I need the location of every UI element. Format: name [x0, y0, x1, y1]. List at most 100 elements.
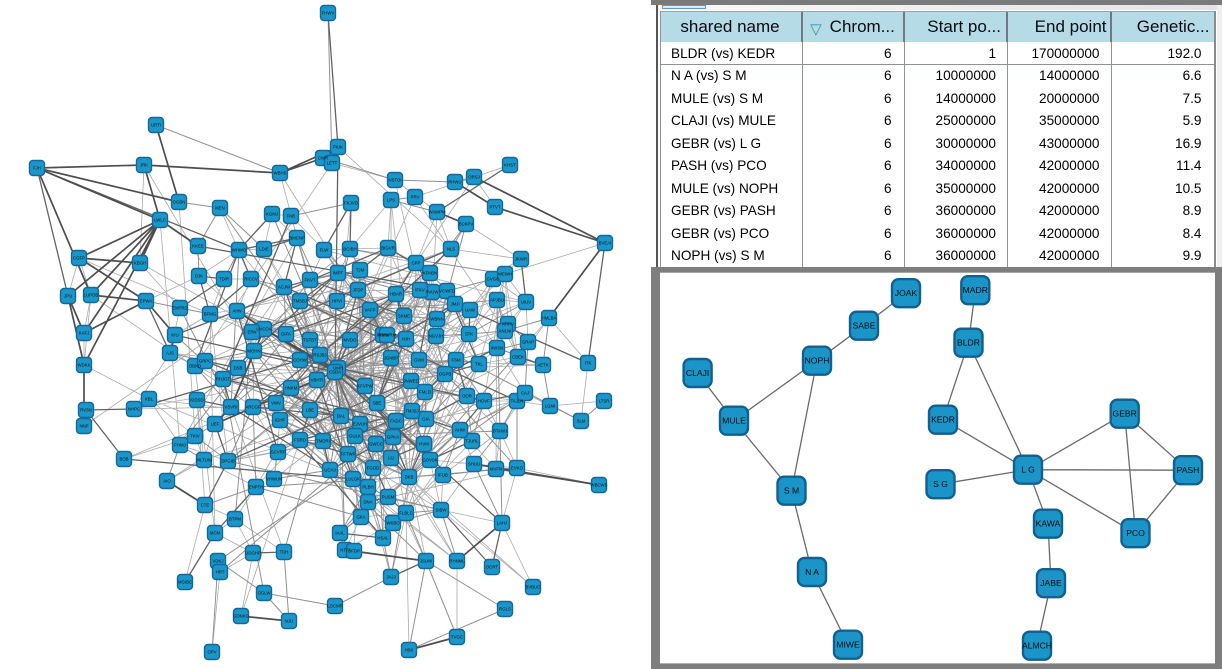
svg-text:JSUW: JSUW: [420, 559, 433, 564]
svg-text:KPABN: KPABN: [423, 271, 437, 276]
svg-text:EJVUH: EJVUH: [353, 422, 367, 427]
svg-text:EVKO: EVKO: [511, 466, 524, 471]
svg-text:IGHF: IGHF: [275, 418, 286, 423]
svg-text:WBHS: WBHS: [274, 171, 287, 176]
svg-text:MCM: MCM: [210, 531, 221, 536]
svg-text:UIUV: UIUV: [521, 300, 531, 305]
svg-text:KEDR: KEDR: [931, 414, 955, 424]
svg-text:HMLBA: HMLBA: [542, 316, 557, 321]
svg-text:DPGIB: DPGIB: [221, 459, 235, 464]
svg-text:MADR: MADR: [963, 285, 988, 295]
svg-text:ORSJ: ORSJ: [468, 175, 479, 180]
svg-text:WLTUW: WLTUW: [196, 458, 213, 463]
svg-text:LTSR: LTSR: [599, 399, 610, 404]
svg-text:HRT: HRT: [216, 570, 225, 575]
svg-text:BOB: BOB: [119, 457, 128, 462]
svg-text:OGLW: OGLW: [258, 591, 272, 596]
svg-text:JRK: JRK: [140, 163, 148, 168]
svg-text:ACJW: ACJW: [278, 285, 291, 290]
svg-text:GWCC: GWCC: [369, 442, 383, 447]
svg-text:GVGO: GVGO: [487, 277, 501, 282]
svg-text:FGOD: FGOD: [367, 466, 379, 471]
svg-text:SHUU: SHUU: [468, 462, 480, 467]
svg-text:PCO: PCO: [1126, 528, 1145, 538]
svg-text:NLS: NLS: [447, 247, 455, 252]
svg-text:SKME: SKME: [398, 314, 410, 319]
svg-text:VDKJ: VDKJ: [213, 559, 224, 564]
svg-text:FSM: FSM: [451, 358, 460, 363]
svg-text:JOAK: JOAK: [895, 288, 918, 298]
svg-text:S G: S G: [933, 479, 948, 489]
svg-text:ARCGF: ARCGF: [245, 405, 260, 410]
svg-text:PTVT: PTVT: [490, 205, 501, 210]
svg-text:FHWV: FHWV: [322, 11, 335, 16]
svg-text:WKBO: WKBO: [386, 521, 400, 526]
svg-text:BVEAI: BVEAI: [599, 241, 612, 246]
svg-text:IFKV: IFKV: [415, 288, 425, 293]
svg-text:TJURL: TJURL: [465, 439, 479, 444]
svg-text:IJJ: IJJ: [388, 456, 394, 461]
svg-text:GRPC: GRPC: [199, 359, 211, 364]
svg-text:LWLC: LWLC: [154, 218, 166, 223]
svg-text:GVM: GVM: [414, 358, 424, 363]
svg-text:PAB: PAB: [287, 214, 295, 219]
svg-text:NJU: NJU: [285, 619, 293, 624]
svg-text:AHW: AHW: [455, 428, 466, 433]
svg-text:LULGK: LULGK: [346, 477, 360, 482]
svg-text:VCWFD: VCWFD: [439, 289, 455, 294]
svg-text:AIO: AIO: [163, 479, 171, 484]
svg-text:NTFI: NTFI: [340, 548, 350, 553]
svg-text:OGBN: OGBN: [173, 200, 186, 205]
svg-text:BCIBH: BCIBH: [343, 247, 356, 252]
svg-text:WDKK: WDKK: [78, 363, 91, 368]
svg-text:LETT: LETT: [327, 161, 338, 166]
svg-text:HNKM: HNKM: [285, 386, 298, 391]
svg-text:WEWH: WEWH: [498, 272, 512, 277]
svg-text:LAHJ: LAHJ: [497, 521, 508, 526]
svg-text:GPKA: GPKA: [387, 435, 399, 440]
svg-text:JFDP: JFDP: [353, 288, 364, 293]
svg-text:SIBW: SIBW: [436, 508, 448, 513]
svg-text:KGMJ: KGMJ: [266, 212, 278, 217]
svg-text:WHWO: WHWO: [232, 248, 247, 253]
svg-text:CSDA: CSDA: [329, 370, 341, 375]
svg-text:PLBH: PLBH: [362, 485, 373, 490]
svg-text:HJH: HJH: [402, 337, 410, 342]
svg-text:JMJI: JMJI: [450, 302, 459, 307]
svg-text:HBAR: HBAR: [390, 292, 402, 297]
svg-text:N A: N A: [805, 567, 819, 577]
svg-text:TKIV: TKIV: [190, 434, 200, 439]
svg-text:HDVF: HDVF: [478, 399, 490, 404]
svg-text:MVDO: MVDO: [344, 338, 358, 343]
svg-text:DAL: DAL: [337, 414, 346, 419]
svg-text:GRAP: GRAP: [522, 340, 534, 345]
svg-text:CGFP: CGFP: [73, 256, 85, 261]
svg-text:PVUW: PVUW: [426, 290, 440, 295]
svg-text:OIFA: OIFA: [281, 332, 291, 337]
svg-text:NHPC: NHPC: [128, 407, 140, 412]
svg-text:ITK: ITK: [585, 361, 592, 366]
svg-text:BCKPV: BCKPV: [459, 222, 474, 227]
svg-text:TDIR: TDIR: [219, 277, 229, 282]
svg-text:NSTOI: NSTOI: [388, 178, 401, 183]
svg-text:KKEE: KKEE: [192, 244, 204, 249]
svg-text:OBKD: OBKD: [189, 364, 201, 369]
svg-text:KAWA: KAWA: [1036, 518, 1061, 528]
svg-text:JGNBP: JGNBP: [384, 356, 398, 361]
svg-text:LOCMR: LOCMR: [327, 604, 343, 609]
svg-text:RGLS: RGLS: [499, 607, 511, 612]
svg-text:GIA: GIA: [422, 417, 430, 422]
svg-text:SABE: SABE: [853, 320, 876, 330]
svg-text:BLDR: BLDR: [957, 337, 980, 347]
svg-text:BIGVR: BIGVR: [381, 246, 394, 251]
svg-text:TDH: TDH: [280, 550, 289, 555]
svg-text:CTE: CTE: [201, 503, 210, 508]
svg-text:FSRD: FSRD: [294, 438, 306, 443]
svg-text:DJK: DJK: [195, 274, 203, 279]
svg-text:RSJBJ: RSJBJ: [313, 353, 326, 358]
svg-text:UVCOA: UVCOA: [256, 327, 271, 332]
svg-text:NOPH: NOPH: [805, 355, 830, 365]
svg-text:VBHTI: VBHTI: [311, 378, 324, 383]
svg-text:URTI: URTI: [151, 123, 161, 128]
svg-text:PRV: PRV: [411, 195, 420, 200]
